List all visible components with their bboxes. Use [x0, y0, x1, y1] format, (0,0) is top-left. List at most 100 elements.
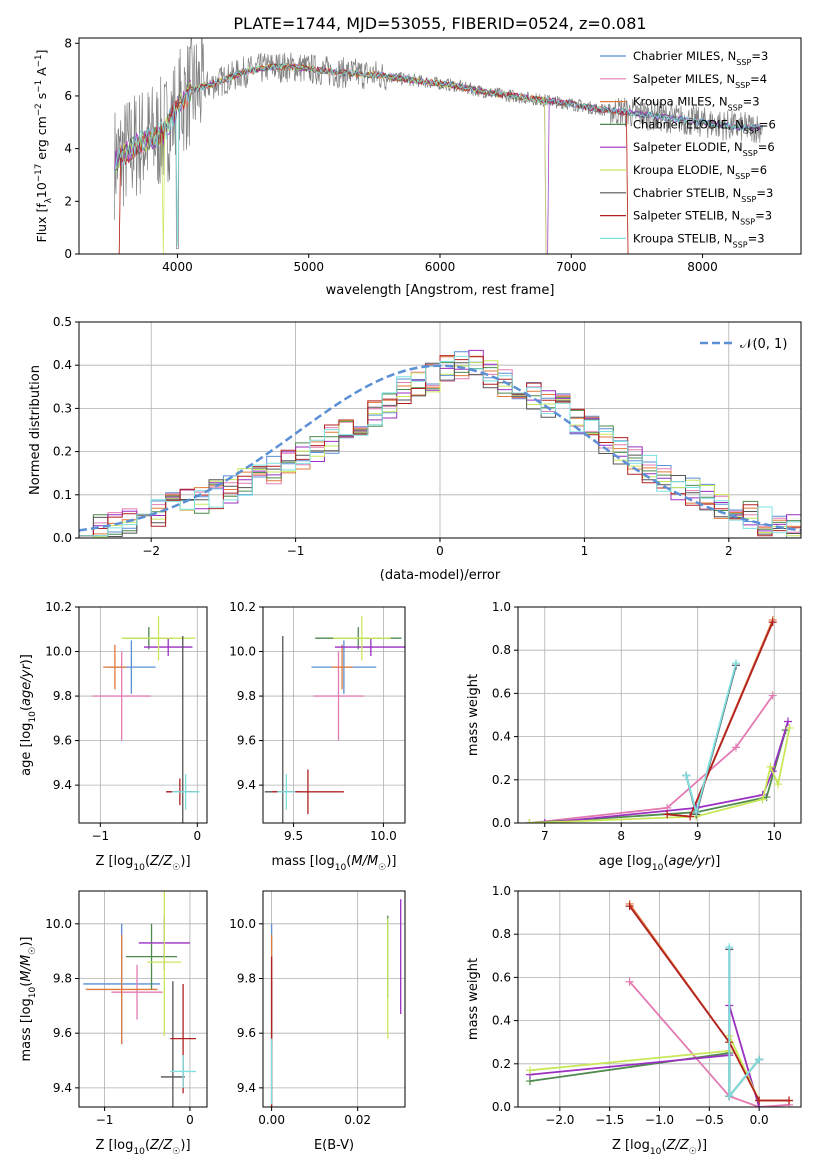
panel-age-vs-Z: −1 0 9.4 9.6 9.8 10.0 10.2 Z [log10(Z/Z☉)] age [… [19, 600, 208, 873]
legend-label: Chabrier MILES, NSSP=3 [633, 49, 768, 67]
x-tick-label: −1 [287, 544, 305, 558]
y-tick-label: 1.0 [492, 884, 511, 898]
panel-weight-vs-age: 7 8 9 10 0.0 0.2 0.4 0.6 0.8 1.0 age [log10(age/yr… [466, 600, 802, 873]
y-tick-label: 9.4 [237, 1081, 256, 1095]
y-tick-label: 1.0 [492, 600, 511, 614]
model-spectrum-salpeter-elodie [114, 62, 763, 254]
y-tick-label: 9.8 [237, 689, 256, 703]
x-axis-label: Z [log10(Z/Z☉)] [95, 1138, 190, 1157]
y-tick-label: 9.6 [53, 1026, 72, 1040]
weight-marker [525, 1066, 534, 1075]
x-tick-label: 0 [193, 829, 201, 843]
x-tick-label: 0.00 [258, 1113, 285, 1127]
x-tick-label: 10 [767, 829, 782, 843]
y-tick-label: 0.4 [492, 1014, 511, 1028]
weight-marker [755, 1096, 764, 1105]
axes-frame [262, 890, 406, 1108]
x-axis-label: E(B-V) [314, 1138, 354, 1153]
model-spectrum-kroupa-miles [114, 63, 762, 254]
y-tick-label: 0.0 [53, 531, 72, 545]
x-tick-label: 7000 [556, 260, 587, 274]
y-tick-label: 0.6 [492, 970, 511, 984]
weight-marker [731, 659, 740, 668]
plot-area [518, 607, 801, 823]
axes-frame [517, 606, 802, 824]
weight-marker [692, 808, 701, 817]
y-axis-label: age [log10(age/yr)] [19, 654, 38, 776]
plot-area [263, 891, 405, 1107]
panel-weight-vs-Z: −2.0 −1.5 −1.0 −0.5 0.0 0.0 0.2 0.4 0.6 0.8 1.0 Z [… [466, 884, 802, 1157]
panel-mass-vs-Z: −1 0 9.4 9.6 9.8 10.0 Z [log10(Z/Z☉)] mass [log… [19, 890, 208, 1157]
weight-marker [540, 819, 549, 823]
y-tick-label: 0.2 [492, 773, 511, 787]
y-tick-label: 10.0 [45, 917, 72, 931]
weight-line-chabrier-miles [685, 665, 737, 816]
plot-area [518, 891, 801, 1107]
y-tick-label: 9.8 [237, 971, 256, 985]
weight-marker [758, 795, 767, 804]
model-spectrum-salpeter-stelib [114, 62, 762, 254]
y-tick-label: 10.2 [45, 600, 72, 614]
x-axis-label: Z [log10(Z/Z☉)] [95, 854, 190, 873]
weight-line-salpeter-miles [529, 695, 774, 823]
plot-area [114, 38, 764, 254]
legend-label: 𝒩(0, 1) [740, 337, 787, 352]
weight-line-salpeter-stelib [628, 905, 789, 1102]
y-axis-label: Normed distribution [28, 365, 43, 495]
y-axis-label: mass weight [466, 958, 481, 1040]
y-tick-label: 0.1 [53, 488, 72, 502]
y-tick-label: 0.2 [53, 445, 72, 459]
histogram-chabrier-stelib [79, 362, 801, 537]
normal-distribution-curve [79, 364, 801, 532]
weight-line-kroupa-stelib [685, 662, 737, 816]
axes-frame [262, 606, 406, 824]
x-tick-label: −2.0 [545, 1113, 574, 1127]
x-axis-label: (data-model)/error [380, 568, 501, 583]
panel-mass-vs-EBV: 0.00 0.02 9.4 9.6 9.8 10.0 E(B-V) [229, 890, 406, 1153]
plot-area [79, 891, 207, 1107]
y-axis-label: mass weight [466, 674, 481, 756]
weight-marker [725, 1092, 734, 1101]
y-tick-label: 10.0 [229, 645, 256, 659]
x-tick-label: 8 [617, 829, 625, 843]
y-tick-label: 0 [64, 247, 72, 261]
legend-label: Salpeter ELODIE, NSSP=6 [633, 140, 775, 158]
legend-label: Salpeter MILES, NSSP=4 [633, 72, 767, 90]
legend-label: Salpeter STELIB, NSSP=3 [633, 209, 772, 227]
x-tick-label: 0.02 [344, 1113, 371, 1127]
axes-frame [78, 606, 208, 824]
weight-marker [725, 943, 734, 952]
x-tick-label: 6000 [425, 260, 456, 274]
x-axis-label: age [log10(age/yr)] [599, 854, 721, 873]
panel-spectrum: 4000 5000 6000 7000 8000 0 2 4 6 8 Chabrier MILES,… [34, 36, 802, 298]
x-axis-label: Z [log10(Z/Z☉)] [612, 1138, 707, 1157]
y-tick-label: 0.5 [53, 315, 72, 329]
y-tick-label: 9.8 [53, 971, 72, 985]
x-tick-label: −1 [91, 829, 109, 843]
y-tick-label: 10.0 [229, 917, 256, 931]
y-tick-label: 9.6 [237, 734, 256, 748]
axes-frame [78, 890, 208, 1108]
x-tick-label: 0 [186, 1113, 194, 1127]
x-tick-label: −2 [142, 544, 160, 558]
weight-line-chabrier-elodie [529, 729, 787, 823]
y-tick-label: 9.6 [53, 734, 72, 748]
y-tick-label: 9.4 [53, 778, 72, 792]
x-tick-label: 4000 [162, 260, 193, 274]
y-tick-label: 9.8 [53, 689, 72, 703]
y-tick-label: 0.8 [492, 927, 511, 941]
plot-area [79, 607, 207, 823]
x-tick-label: −1.0 [645, 1113, 674, 1127]
legend-label: Chabrier ELODIE, NSSP=6 [633, 117, 776, 135]
weight-marker [755, 1055, 764, 1064]
model-spectrum-kroupa-elodie [114, 63, 762, 254]
weight-marker [774, 780, 783, 789]
figure-title: PLATE=1744, MJD=53055, FIBERID=0524, z=0… [233, 14, 646, 33]
x-axis-label: mass [log10(M/M☉)] [272, 854, 397, 873]
x-tick-label: −0.5 [695, 1113, 724, 1127]
weight-marker [682, 771, 691, 780]
weight-marker [766, 762, 775, 771]
y-tick-label: 0.8 [492, 643, 511, 657]
histogram-kroupa-stelib [79, 355, 801, 537]
weight-marker [785, 723, 794, 732]
